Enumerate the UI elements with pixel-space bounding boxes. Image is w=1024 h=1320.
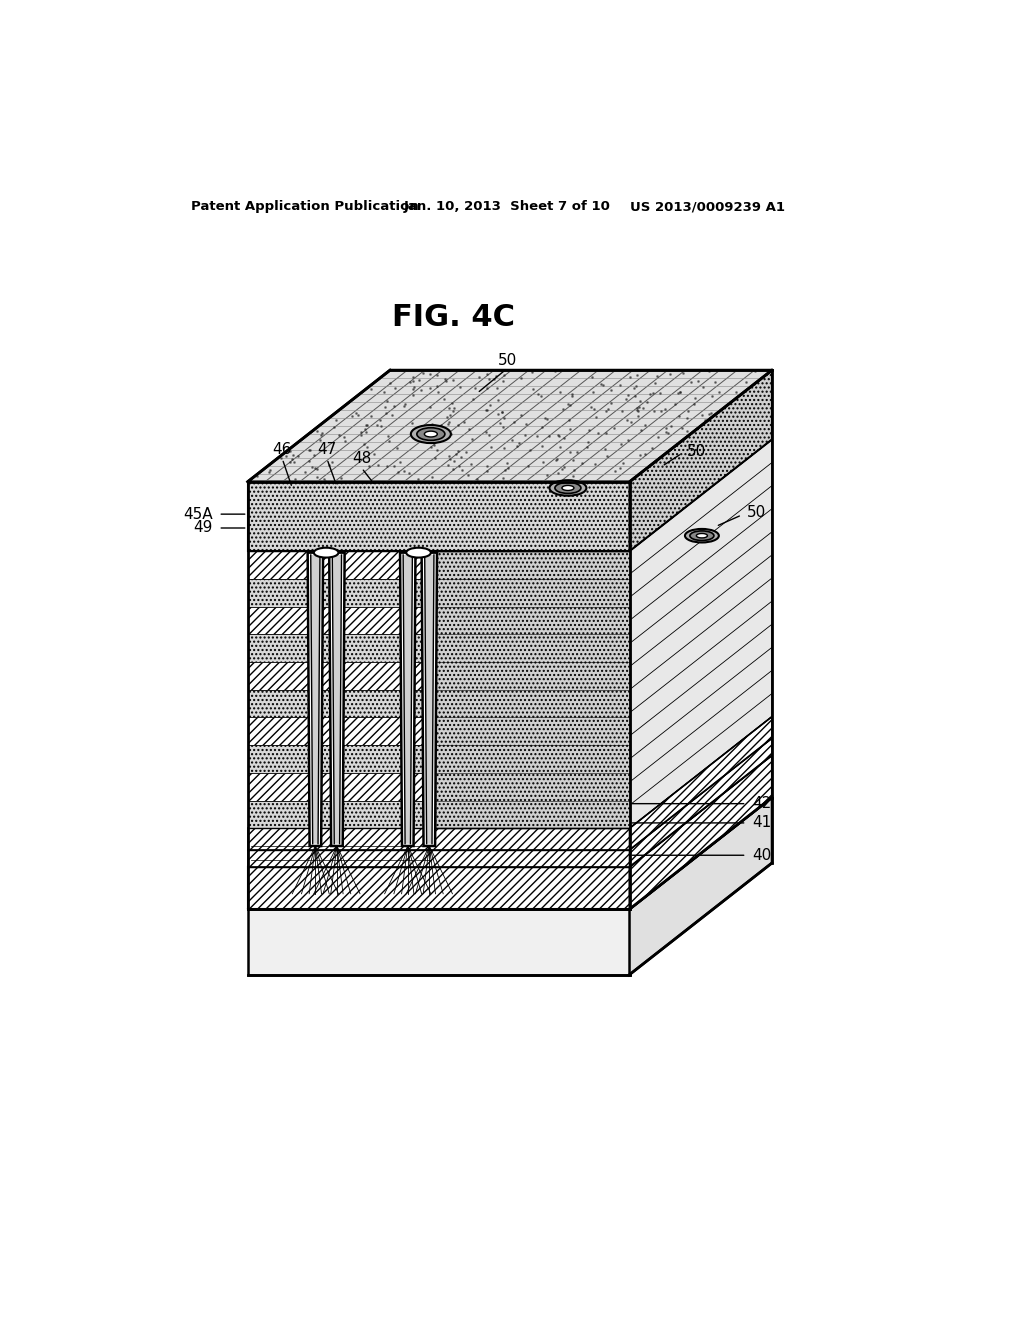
Polygon shape [248, 607, 435, 635]
Polygon shape [630, 797, 772, 974]
Polygon shape [630, 717, 772, 850]
Polygon shape [400, 553, 416, 846]
Ellipse shape [407, 548, 431, 557]
Polygon shape [248, 552, 435, 579]
Polygon shape [630, 738, 772, 867]
Polygon shape [310, 554, 319, 843]
Ellipse shape [685, 529, 719, 543]
Text: 46: 46 [272, 442, 292, 457]
Text: 50: 50 [686, 444, 706, 458]
Polygon shape [248, 663, 435, 689]
Text: 45A: 45A [183, 507, 213, 521]
Polygon shape [248, 774, 435, 800]
Ellipse shape [424, 432, 437, 437]
Text: 49: 49 [194, 520, 213, 536]
Polygon shape [248, 797, 772, 909]
Ellipse shape [562, 486, 573, 491]
Ellipse shape [690, 531, 714, 540]
Ellipse shape [696, 533, 708, 539]
Text: 47: 47 [317, 442, 337, 457]
Polygon shape [248, 689, 435, 718]
Polygon shape [330, 553, 345, 846]
Text: 50: 50 [746, 506, 766, 520]
Polygon shape [248, 718, 435, 744]
Polygon shape [630, 440, 772, 829]
Ellipse shape [313, 548, 339, 557]
Polygon shape [248, 909, 630, 974]
Polygon shape [248, 800, 435, 829]
Polygon shape [425, 554, 434, 843]
Text: Jan. 10, 2013  Sheet 7 of 10: Jan. 10, 2013 Sheet 7 of 10 [403, 201, 610, 214]
Polygon shape [630, 755, 772, 909]
Polygon shape [248, 635, 435, 663]
Text: 41: 41 [753, 816, 772, 830]
Ellipse shape [411, 425, 451, 444]
Ellipse shape [550, 480, 587, 496]
Ellipse shape [555, 483, 581, 494]
Ellipse shape [417, 428, 444, 441]
Text: Patent Application Publication: Patent Application Publication [190, 201, 419, 214]
Polygon shape [248, 370, 772, 482]
Polygon shape [248, 755, 772, 867]
Text: 42: 42 [753, 796, 772, 812]
Polygon shape [307, 553, 323, 846]
Polygon shape [435, 552, 630, 829]
Polygon shape [248, 850, 630, 867]
Polygon shape [248, 744, 435, 774]
Polygon shape [248, 482, 630, 552]
Text: US 2013/0009239 A1: US 2013/0009239 A1 [630, 201, 784, 214]
Polygon shape [630, 370, 772, 552]
Polygon shape [422, 553, 437, 846]
Text: 50: 50 [499, 352, 517, 368]
Text: 48: 48 [352, 451, 371, 466]
Polygon shape [248, 579, 435, 607]
Polygon shape [248, 867, 630, 909]
Polygon shape [248, 829, 630, 850]
Polygon shape [403, 554, 413, 843]
Text: FIG. 4C: FIG. 4C [392, 304, 515, 333]
Text: 40: 40 [753, 847, 772, 863]
Polygon shape [333, 554, 342, 843]
